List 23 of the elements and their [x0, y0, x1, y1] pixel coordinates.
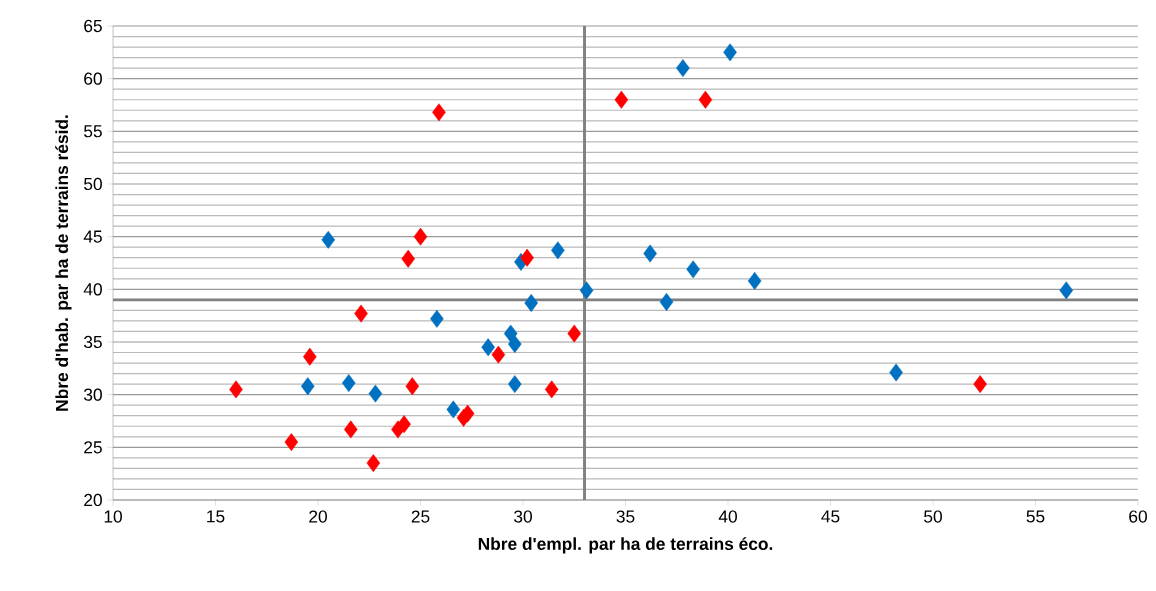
y-tick-label: 35: [84, 335, 102, 349]
y-tick-label: 50: [84, 177, 102, 191]
x-tick-label: 15: [207, 510, 225, 523]
y-axis-title: Nbre d'hab. par ha de terrains résid.: [55, 115, 72, 411]
y-tick-label: 30: [84, 388, 102, 401]
x-tick-label: 35: [616, 510, 635, 523]
y-tick-label: 55: [84, 125, 102, 138]
x-tick-label: 60: [1129, 510, 1147, 523]
x-axis-title: Nbre d'empl. par ha de terrains éco.: [478, 537, 773, 554]
x-tick-label: 10: [104, 510, 122, 523]
x-tick-label: 25: [411, 510, 430, 523]
x-tick-label: 45: [821, 510, 840, 523]
y-tick-label: 45: [83, 230, 102, 243]
y-tick-label: 25: [84, 441, 102, 454]
x-tick-label: 30: [514, 510, 532, 523]
x-tick-label: 50: [924, 510, 942, 523]
x-tick-label: 55: [1026, 510, 1045, 523]
x-tick-label: 20: [309, 510, 327, 523]
x-tick-label: 40: [718, 510, 737, 523]
y-tick-label: 60: [84, 72, 102, 85]
y-tick-label: 40: [83, 283, 102, 296]
y-tick-label: 65: [84, 19, 102, 33]
y-tick-label: 20: [84, 493, 102, 507]
